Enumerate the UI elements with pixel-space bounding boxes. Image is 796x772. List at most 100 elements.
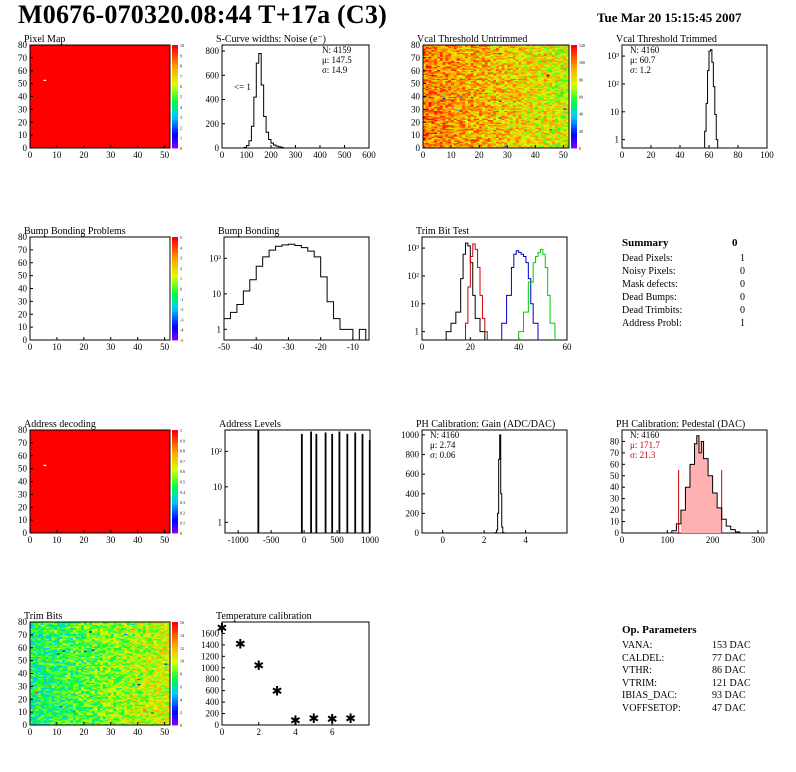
heatmap-cell: [473, 59, 477, 61]
heatmap-cell: [439, 48, 443, 51]
colorbar-segment: [172, 262, 178, 266]
heatmap-cell: [507, 56, 511, 59]
heatmap-cell: [496, 137, 500, 140]
heatmap-cell: [510, 82, 514, 84]
colorbar-label: 0: [579, 146, 581, 151]
heatmap-cell: [487, 88, 491, 91]
heatmap-cell: [526, 47, 530, 50]
heatmap-cell: [484, 123, 488, 126]
heatmap-cell: [538, 122, 542, 124]
heatmap-cell: [434, 77, 438, 79]
heatmap-cell: [473, 90, 477, 92]
heatmap-cell: [498, 96, 502, 99]
heatmap-cell: [490, 54, 494, 56]
heatmap-cell: [445, 145, 449, 148]
heatmap-cell: [518, 138, 522, 141]
heatmap-cell: [445, 126, 449, 128]
heatmap-cell: [518, 106, 522, 109]
heatmap-cell: [507, 73, 511, 75]
heatmap-cell: [524, 99, 528, 101]
y-tick-label: 80: [411, 40, 421, 50]
heatmap-cell: [510, 73, 514, 75]
heatmap-cell: [456, 145, 460, 148]
heatmap-cell: [507, 91, 511, 93]
heatmap-cell: [529, 127, 533, 129]
heatmap-cell: [540, 63, 545, 65]
heatmap-cell: [431, 84, 435, 87]
heatmap-cell: [459, 95, 463, 97]
heatmap-cell: [543, 109, 547, 111]
heatmap-cell: [540, 137, 545, 140]
heatmap-cell: [423, 135, 427, 137]
chart-title: Address decoding: [24, 419, 96, 430]
heatmap-cell: [504, 113, 508, 115]
heatmap-cell: [529, 101, 533, 104]
heatmap-cell: [535, 79, 539, 82]
heatmap-cell: [487, 72, 491, 74]
heatmap-cell: [518, 88, 522, 91]
heatmap-cell: [496, 110, 500, 113]
colorbar-segment: [172, 301, 178, 305]
heatmap-cell: [425, 90, 429, 92]
heatmap-cell: [538, 84, 542, 87]
heatmap-cell: [451, 59, 455, 61]
heatmap-cell: [521, 88, 525, 91]
heatmap-cell: [507, 106, 511, 109]
heatmap-cell: [437, 140, 441, 142]
heatmap-cell: [512, 117, 516, 119]
heatmap-cell: [473, 128, 477, 131]
heatmap-cell: [479, 109, 483, 111]
heatmap-cell: [501, 81, 505, 83]
heatmap-cell: [425, 46, 429, 48]
heatmap-cell: [442, 48, 446, 51]
heatmap-cell: [484, 99, 488, 101]
heatmap-cell: [510, 52, 514, 55]
heatmap-cell: [445, 83, 449, 86]
heatmap-cell: [448, 46, 452, 48]
heatmap-cell: [510, 55, 514, 57]
heatmap-cell: [504, 91, 508, 93]
heatmap-cell: [518, 124, 522, 127]
heatmap-cell: [507, 88, 511, 91]
heatmap-cell: [526, 104, 530, 106]
heatmap-cell: [442, 124, 446, 127]
heatmap-cell: [526, 70, 530, 73]
heatmap-cell: [453, 138, 457, 141]
heatmap-cell: [524, 141, 528, 144]
heatmap-cell: [456, 77, 460, 79]
heatmap-cell: [448, 123, 452, 126]
heatmap-cell: [425, 47, 429, 50]
heatmap-cell: [453, 123, 457, 126]
colorbar-segment: [172, 267, 178, 271]
heatmap-cell: [459, 122, 463, 124]
heatmap-cell: [470, 77, 474, 79]
heatmap-cell: [490, 83, 494, 86]
heatmap-cell: [448, 115, 452, 118]
y-tick-label: 10: [610, 517, 620, 527]
heatmap-cell: [465, 122, 469, 124]
heatmap-cell: [532, 65, 536, 68]
heatmap-cell: [493, 51, 497, 54]
heatmap-cell: [476, 105, 480, 108]
heatmap-cell: [518, 70, 522, 73]
heatmap-cell: [425, 131, 429, 133]
heatmap-cell: [459, 102, 463, 105]
heatmap-cell: [490, 138, 494, 141]
colorbar-segment: [571, 111, 577, 115]
heatmap-cell: [425, 87, 429, 90]
heatmap-cell: [451, 63, 455, 65]
heatmap-cell: [490, 69, 494, 72]
colorbar-label: 1: [180, 136, 182, 141]
heatmap-cell: [439, 119, 443, 122]
heatmap-cell: [535, 45, 539, 47]
heatmap-cell: [476, 115, 480, 118]
y-tick-label: 0: [615, 528, 620, 538]
heatmap-cell: [546, 142, 550, 145]
heatmap-cell: [538, 78, 542, 81]
heatmap-cell: [448, 63, 452, 65]
heatmap-cell: [451, 84, 455, 87]
heatmap-cell: [459, 113, 463, 115]
heatmap-cell: [538, 74, 542, 77]
heatmap-cell: [456, 86, 460, 88]
